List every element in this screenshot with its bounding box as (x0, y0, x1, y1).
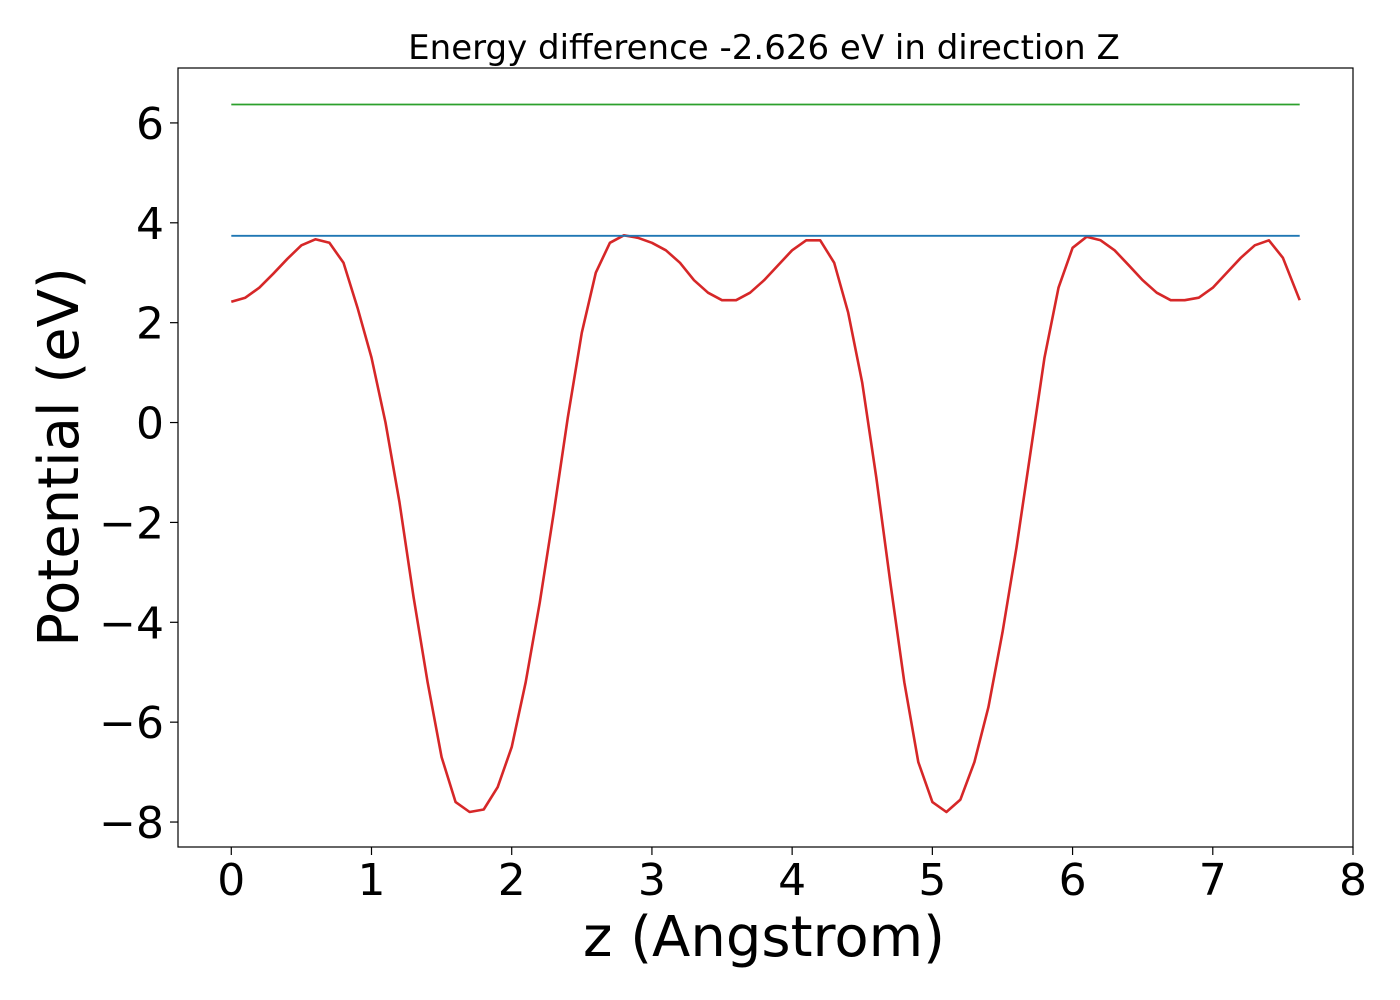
y-axis-ticks: −8 −6 −4 −2 0 2 4 6 (99, 99, 178, 849)
y-axis-label: Potential (eV) (27, 267, 92, 647)
x-tick-label: 1 (357, 855, 385, 906)
series-layer (230, 103, 1301, 814)
plot-frame (177, 67, 1354, 848)
x-tick-label: 2 (498, 855, 526, 906)
y-tick-label: −8 (99, 798, 164, 849)
y-tick-label: −2 (99, 498, 164, 549)
chart-title: Energy difference -2.626 eV in direction… (408, 28, 1120, 68)
y-tick-label: −6 (99, 698, 164, 749)
y-tick-label: 2 (136, 299, 164, 350)
x-tick-label: 8 (1339, 855, 1367, 906)
x-tick-label: 3 (638, 855, 666, 906)
y-tick-label: 4 (136, 199, 164, 250)
x-tick-label: 7 (1199, 855, 1227, 906)
x-axis-label: z (Angstrom) (583, 905, 945, 970)
potential-curve (230, 234, 1301, 814)
x-tick-label: 6 (1059, 855, 1087, 906)
x-axis-ticks: 0 1 2 3 4 5 6 7 8 (217, 847, 1367, 906)
y-tick-label: −4 (99, 598, 164, 649)
y-tick-label: 0 (136, 399, 164, 450)
x-tick-label: 5 (918, 855, 946, 906)
x-tick-label: 0 (217, 855, 245, 906)
y-tick-label: 6 (136, 99, 164, 150)
x-tick-label: 4 (778, 855, 806, 906)
